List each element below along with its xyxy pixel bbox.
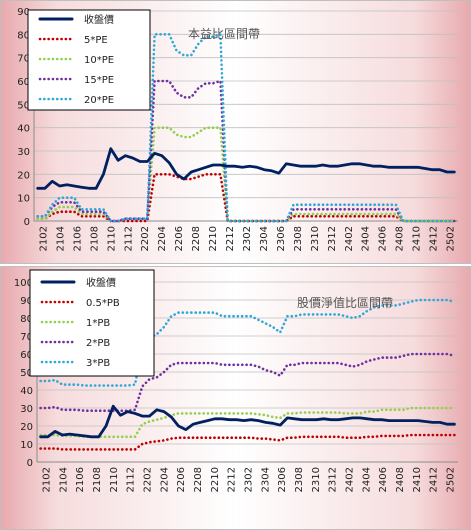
x-tick-label: 2112 [126, 467, 137, 492]
x-tick-label: 2110 [109, 467, 120, 492]
legend-entry-label: 15*PE [84, 75, 114, 86]
pb-band-chart: 0 10 20 30 40 50 60 70 80 90 100 2102 2104 2106 2108 21… [0, 266, 471, 530]
legend-entry-label: 2*PB [86, 338, 110, 349]
x-tick-label: 2312 [327, 226, 338, 251]
legend-entry-label: 5*PE [84, 35, 108, 46]
x-tick-label: 2402 [345, 467, 356, 492]
pe-band-chart: 0 10 20 30 40 50 60 70 80 90 2102 2104 2106 2108 2110 2… [0, 0, 471, 264]
x-tick-label: 2212 [225, 226, 236, 251]
x-tick-label: 2110 [106, 226, 117, 251]
chart-title: 本益比區間帶 [188, 27, 260, 41]
x-tick-label: 2302 [242, 226, 253, 251]
y-tick-label: 20 [17, 170, 30, 181]
y-tick-label: 40 [20, 386, 33, 397]
x-tick-label: 2208 [193, 467, 204, 492]
x-tick-label: 2412 [429, 226, 440, 251]
x-tick-label: 2302 [244, 467, 255, 492]
x-tick-label: 2202 [142, 467, 153, 492]
x-tick-label: 2102 [41, 467, 52, 492]
series-line-3 [39, 352, 456, 412]
series-line-2 [39, 406, 456, 439]
pe-band-chart-panel: 0 10 20 30 40 50 60 70 80 90 2102 2104 2106 2108 2110 2… [0, 0, 471, 264]
y-tick-label: 50 [20, 368, 33, 379]
x-tick-label: 2208 [191, 226, 202, 251]
x-tick-label: 2308 [293, 226, 304, 251]
y-tick-label: 10 [20, 440, 33, 451]
legend-entry-label: 0.5*PB [86, 298, 120, 309]
y-tick-label: 0 [24, 217, 30, 228]
series-line-1 [39, 433, 456, 451]
x-tick-label: 2104 [55, 226, 66, 251]
x-tick-label: 2206 [174, 226, 185, 251]
x-tick-label: 2308 [294, 467, 305, 492]
chart-title: 股價淨值比區間帶 [297, 295, 393, 310]
x-tick-label: 2406 [378, 467, 389, 492]
y-tick-label: 0 [27, 458, 33, 469]
x-tick-label: 2502 [446, 226, 457, 251]
x-tick-label: 2112 [123, 226, 134, 251]
x-tick-label: 2202 [140, 226, 151, 251]
y-tick-label: 60 [17, 77, 30, 88]
series-line-0 [39, 404, 456, 439]
series-line-0 [36, 147, 456, 190]
y-tick-label: 50 [17, 100, 30, 111]
x-tick-label: 2204 [157, 226, 168, 251]
y-tick-label: 80 [17, 30, 30, 41]
x-tick-label: 2304 [259, 226, 270, 251]
x-tick-label: 2104 [58, 467, 69, 492]
x-tick-label: 2306 [277, 467, 288, 492]
x-tick-label: 2402 [344, 226, 355, 251]
x-tick-label: 2404 [361, 226, 372, 251]
x-tick-label: 2310 [310, 226, 321, 251]
x-tick-label: 2108 [89, 226, 100, 251]
x-tick-label: 2210 [210, 467, 221, 492]
x-tick-label: 2102 [38, 226, 49, 251]
x-tick-label: 2412 [429, 467, 440, 492]
legend-entry-label: 20*PE [84, 95, 114, 106]
x-tick-label: 2410 [412, 467, 423, 492]
pb-band-chart-panel: 0 10 20 30 40 50 60 70 80 90 100 2102 2104 2106 2108 21… [0, 266, 471, 530]
x-tick-label: 2212 [227, 467, 238, 492]
x-tick-label: 2206 [176, 467, 187, 492]
y-tick-label: 30 [17, 147, 30, 158]
x-tick-label: 2406 [378, 226, 389, 251]
y-tick-label: 40 [17, 124, 30, 135]
x-tick-label: 2310 [311, 467, 322, 492]
x-tick-label: 2408 [395, 467, 406, 492]
x-tick-label: 2304 [260, 467, 271, 492]
x-tick-label: 2108 [92, 467, 103, 492]
y-tick-label: 100 [14, 278, 33, 289]
y-tick-label: 20 [20, 422, 33, 433]
series-line-1 [36, 173, 456, 223]
y-tick-label: 90 [20, 296, 33, 307]
x-tick-label: 2306 [276, 226, 287, 251]
x-tick-label: 2410 [412, 226, 423, 251]
x-tick-label: 2106 [75, 467, 86, 492]
legend-entry-label: 3*PB [86, 358, 110, 369]
legend-entry-label: 收盤價 [84, 13, 114, 26]
legend-entry-label: 收盤價 [86, 276, 116, 289]
x-tick-label: 2106 [72, 226, 83, 251]
x-tick-label: 2312 [328, 467, 339, 492]
y-tick-label: 30 [20, 404, 33, 415]
legend-entry-label: 1*PB [86, 318, 110, 329]
x-tick-label: 2404 [361, 467, 372, 492]
legend-entry-label: 10*PE [84, 55, 114, 66]
y-tick-label: 70 [20, 332, 33, 343]
y-tick-label: 80 [20, 314, 33, 325]
y-tick-label: 10 [17, 194, 30, 205]
x-tick-label: 2204 [159, 467, 170, 492]
x-tick-label: 2502 [446, 467, 457, 492]
series-line-4 [39, 298, 456, 387]
x-tick-label: 2408 [395, 226, 406, 251]
y-tick-label: 70 [17, 54, 30, 65]
x-tick-label: 2210 [208, 226, 219, 251]
y-tick-label: 90 [17, 7, 30, 18]
y-tick-label: 60 [20, 350, 33, 361]
